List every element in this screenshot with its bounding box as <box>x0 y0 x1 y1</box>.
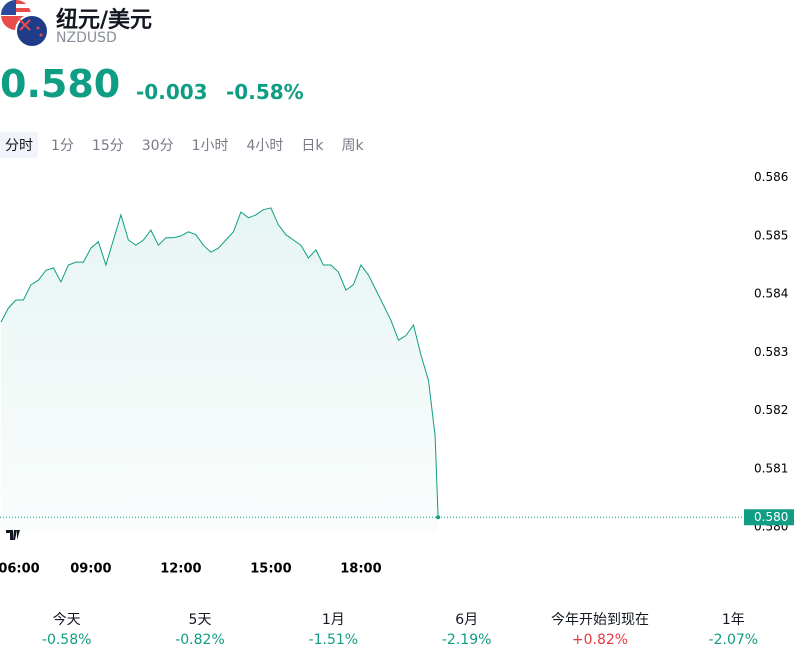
x-tick-label: 06:00 <box>0 562 40 577</box>
performance: 今天 -0.58% 5天 -0.82% 1月 -1.51% 6月 -2.19% 今年开始到现在 +… <box>0 610 800 650</box>
tab[interactable]: 15分 <box>91 138 124 154</box>
x-tick-label: 18:00 <box>340 562 381 577</box>
symbol: NZDUSD <box>56 30 117 46</box>
tabs: 分时 1分 15分 30分 1小时 4小时 日k 周k <box>0 132 377 158</box>
perf-item[interactable]: 今年开始到现在 +0.82% <box>533 610 666 650</box>
y-tick-label: 0.582 <box>754 403 788 417</box>
tab[interactable]: 30分 <box>141 138 174 154</box>
perf-value: -1.51% <box>308 632 359 648</box>
perf-value: -0.82% <box>175 632 225 648</box>
perf-item[interactable]: 5天 -0.82% <box>133 610 266 650</box>
tab[interactable]: 周k <box>341 138 364 154</box>
tab[interactable]: 4小时 <box>246 138 284 154</box>
perf-label: 6月 <box>455 612 479 628</box>
price-line <box>0 207 439 518</box>
change: -0.003 <box>136 80 208 104</box>
perf-item[interactable]: 6月 -2.19% <box>400 610 533 650</box>
perf-label: 5天 <box>188 612 212 628</box>
perf-item[interactable]: 今天 -0.58% <box>0 610 133 650</box>
chart: 0.580 0.581 0.582 0.583 0.584 0.585 0.586 06:00… <box>0 170 794 577</box>
tab[interactable]: 分时 <box>0 132 38 158</box>
y-tick-label: 0.581 <box>754 461 788 475</box>
area <box>0 207 439 533</box>
last-point <box>436 515 441 520</box>
title: 纽元/美元 <box>56 8 153 33</box>
perf-label: 1月 <box>321 612 345 628</box>
perf-label: 今年开始到现在 <box>550 612 649 628</box>
x-tick-label: 15:00 <box>250 562 291 577</box>
tab[interactable]: 1小时 <box>191 138 229 154</box>
last-price-label: 0.580 <box>754 510 788 524</box>
perf-item[interactable]: 1年 -2.07% <box>667 610 800 650</box>
y-tick-label: 0.584 <box>754 287 788 301</box>
y-tick-label: 0.583 <box>754 345 788 359</box>
perf-label: 今天 <box>52 612 81 628</box>
last-price-tag <box>744 509 794 526</box>
y-tick-label: 0.585 <box>754 228 788 242</box>
perf-value: +0.82% <box>571 632 629 648</box>
perf-item[interactable]: 1月 -1.51% <box>267 610 400 650</box>
perf-value: -2.07% <box>708 632 759 648</box>
x-tick-label: 09:00 <box>70 562 111 577</box>
price: 0.580 <box>0 62 121 106</box>
x-tick-label: 12:00 <box>160 562 201 577</box>
change-pct: -0.58% <box>226 80 304 104</box>
perf-label: 1年 <box>721 612 745 628</box>
tab[interactable]: 日k <box>301 138 324 154</box>
perf-value: -0.58% <box>41 632 92 648</box>
y-tick-label: 0.586 <box>754 170 788 184</box>
perf-value: -2.19% <box>441 632 492 648</box>
tab[interactable]: 1分 <box>51 138 74 154</box>
flag-icon <box>1 0 49 48</box>
